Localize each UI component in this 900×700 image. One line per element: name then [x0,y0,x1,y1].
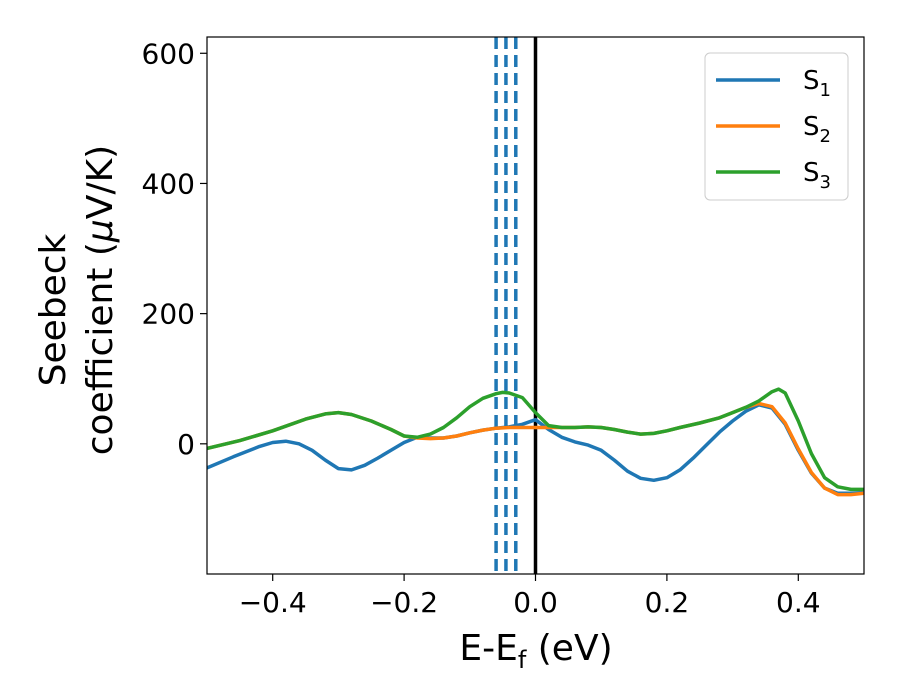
legend-label-s3: S3 [803,158,831,193]
x-tick-label: −0.2 [370,586,438,619]
y-axis-label-line2: coefficient (μV/K) [80,145,121,455]
y-axis-label-line1: Seebeck [33,233,74,386]
x-tick-label: −0.4 [239,586,307,619]
y-axis-ticks: 0 200 400 600 [142,37,207,461]
x-tick-label: 0.0 [513,586,558,619]
x-axis-label: E-Ef (eV) [459,628,612,674]
series-lines [207,387,864,497]
legend-label-s1: S1 [803,66,831,101]
series-line-s3 [207,387,864,492]
legend: S1 S2 S3 [704,52,849,201]
x-tick-label: 0.4 [776,586,821,619]
x-axis-ticks: −0.4 −0.2 0.0 0.2 0.4 [239,574,821,619]
y-tick-label: 200 [142,298,195,331]
vertical-reference-lines [494,37,538,574]
y-tick-label: 400 [142,167,195,200]
y-axis-label: Seebeck coefficient (μV/K) [33,145,121,455]
legend-label-s2: S2 [803,112,831,147]
y-tick-label: 0 [177,428,195,461]
x-tick-label: 0.2 [645,586,690,619]
y-tick-label: 600 [142,37,195,70]
